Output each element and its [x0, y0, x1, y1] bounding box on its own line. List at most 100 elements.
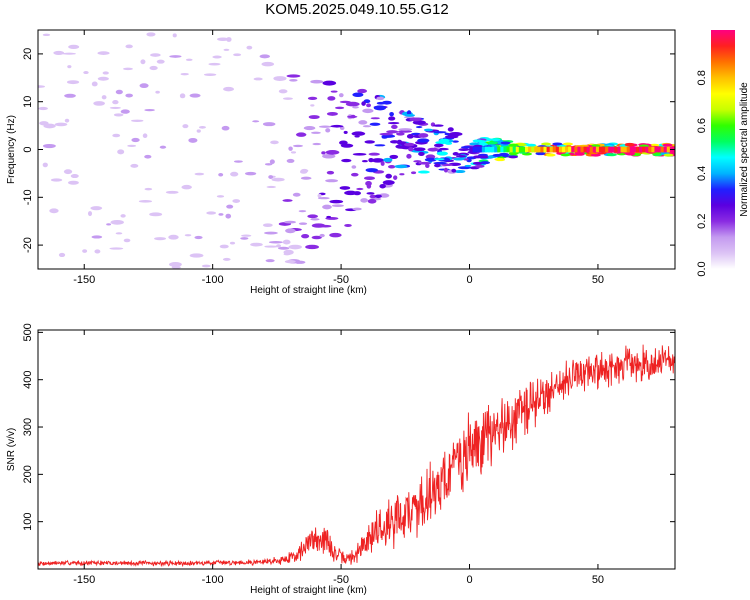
spectrogram-blob	[477, 142, 488, 146]
spectrogram-blob	[250, 242, 263, 247]
spectrogram-ytick-label: 0	[22, 146, 34, 152]
spectrogram-blob	[418, 133, 429, 138]
spectrogram-blob	[305, 244, 319, 250]
spectrogram-blob	[67, 180, 79, 185]
spectrogram-band	[497, 146, 503, 153]
spectrogram-blob	[123, 238, 131, 243]
spectrogram-blob	[425, 163, 430, 168]
spectrogram-blob	[353, 191, 361, 196]
spectrogram-blob	[552, 142, 563, 146]
spectrogram-blob	[286, 158, 295, 163]
spectrogram-band	[561, 146, 567, 153]
spectrogram-blob	[112, 133, 121, 138]
spectrogram-blob	[352, 152, 367, 156]
spectrogram-blob	[127, 144, 137, 148]
spectrogram-blob	[180, 72, 189, 76]
spectrogram-band	[580, 146, 586, 153]
spectrogram-blob	[150, 53, 161, 57]
spectrogram-blob	[406, 110, 412, 116]
spectrogram-blob	[203, 73, 217, 76]
spectrogram-blob	[606, 153, 617, 157]
spectrogram-blob	[130, 163, 139, 168]
spectrogram-blob	[290, 151, 297, 154]
spectrogram-blob	[159, 145, 167, 149]
spectrogram-blob	[42, 33, 51, 37]
spectrogram-blob	[396, 132, 405, 136]
spectrogram-blob	[268, 175, 274, 179]
spectrogram-blob	[64, 93, 76, 98]
spectrogram-blob	[383, 157, 393, 163]
spectrogram-blob	[185, 58, 193, 61]
spectrogram-blob	[404, 142, 415, 147]
spectrogram-blob	[433, 131, 447, 134]
figure-title: KOM5.2025.049.10.55.G12	[265, 1, 448, 18]
spectrogram-blob	[146, 32, 156, 37]
spectrogram-blob	[464, 164, 472, 167]
spectrogram-blob	[244, 171, 257, 176]
spectrogram-blob	[366, 183, 372, 189]
spectrogram-blob	[282, 239, 291, 245]
spectrogram-blob	[307, 214, 319, 219]
spectrogram-blob	[413, 160, 422, 163]
spectrogram-band	[611, 146, 617, 153]
spectrogram-blob	[68, 44, 80, 49]
spectrogram-blob	[54, 122, 68, 127]
spectrogram-xtick-label: 0	[466, 274, 472, 286]
spectrogram-band	[558, 146, 564, 153]
spectrogram-blob	[317, 193, 322, 198]
spectrogram-band	[642, 146, 648, 153]
spectrogram-blob	[217, 37, 229, 41]
snr-ytick-label: 400	[22, 371, 34, 389]
spectrogram-blob	[278, 89, 288, 94]
spectrogram-blob	[292, 192, 301, 197]
spectrogram-blob	[321, 151, 326, 155]
spectrogram-blob	[283, 253, 291, 256]
spectrogram-blob	[500, 141, 511, 145]
spectrogram-blob	[169, 262, 182, 267]
spectrogram-blob	[563, 142, 574, 146]
spectrogram-blob	[194, 235, 203, 240]
spectrogram-blob	[142, 133, 148, 139]
spectrogram-band	[663, 146, 669, 153]
spectrogram-blob	[149, 212, 163, 217]
spectrogram-blob	[444, 142, 453, 145]
spectrogram-band	[645, 146, 651, 153]
spectrogram-blob	[91, 81, 98, 87]
spectrogram-blob	[308, 115, 320, 120]
spectrogram-band	[592, 146, 598, 153]
spectrogram-blob	[387, 121, 400, 125]
spectrogram-blob	[265, 259, 275, 263]
spectrogram-blob	[358, 120, 368, 125]
spectrogram-blob	[325, 128, 331, 133]
spectrogram-blob	[382, 180, 395, 185]
spectrogram-blob	[399, 173, 405, 176]
spectrogram-blob	[330, 90, 338, 93]
spectrogram-blob	[62, 52, 76, 55]
spectrogram-blob	[131, 119, 144, 122]
spectrogram-blob	[181, 184, 192, 190]
spectrogram-blob	[343, 130, 348, 134]
spectrogram-blob	[53, 50, 65, 55]
spectrogram-blob	[325, 179, 339, 183]
spectrogram-blob	[474, 164, 485, 168]
spectrogram-band	[602, 146, 608, 153]
spectrogram-blob	[310, 79, 324, 84]
spectrogram-blob	[202, 218, 213, 222]
spectrogram-blob	[418, 161, 432, 165]
spectrogram-blob	[387, 164, 396, 169]
spectrogram-blob	[344, 223, 352, 227]
spectrogram-xtick-label: -50	[333, 274, 349, 286]
spectrogram-blob	[300, 168, 309, 173]
spectrogram-blob	[288, 244, 302, 250]
spectrogram-blob	[338, 93, 344, 98]
spectrogram-blob	[270, 140, 279, 145]
spectrogram-blob	[411, 171, 417, 175]
spectrogram-blob	[379, 183, 386, 189]
spectrogram-blob	[417, 138, 430, 143]
spectrogram-blob	[144, 154, 152, 159]
spectrogram-blob	[354, 135, 360, 138]
spectrogram-blob	[495, 158, 506, 162]
spectrogram-blob	[152, 230, 158, 234]
spectrogram-blob	[276, 244, 282, 248]
spectrogram-blob	[189, 253, 204, 258]
